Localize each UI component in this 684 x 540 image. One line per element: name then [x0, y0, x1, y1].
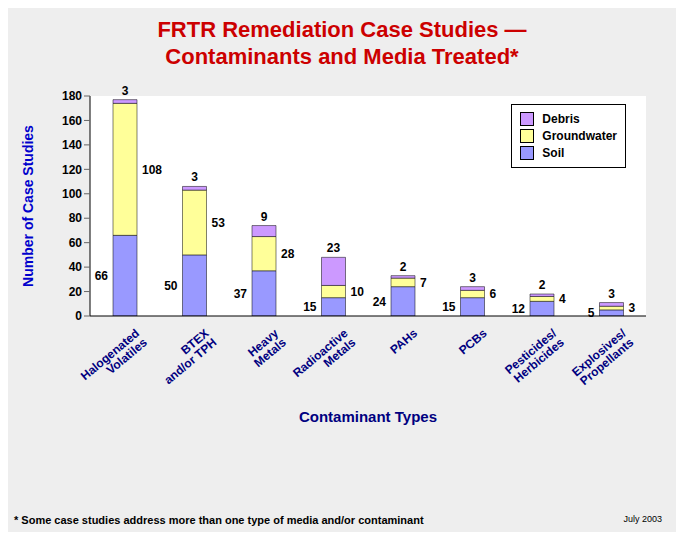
svg-text:12: 12 — [512, 302, 526, 316]
svg-text:15: 15 — [303, 300, 317, 314]
svg-text:2: 2 — [539, 278, 546, 292]
svg-text:37: 37 — [234, 287, 248, 301]
svg-text:Contaminant Types: Contaminant Types — [299, 408, 437, 425]
svg-text:BTEXand/or TPH: BTEXand/or TPH — [154, 326, 220, 387]
html-text:Groundwater: Groundwater — [542, 129, 617, 143]
svg-text:7: 7 — [420, 276, 427, 290]
svg-text:28: 28 — [281, 247, 295, 261]
svg-text:Pesticides/Herbicides: Pesticides/Herbicides — [502, 326, 567, 387]
svg-text:23: 23 — [327, 241, 341, 255]
svg-text:6: 6 — [490, 287, 497, 301]
svg-text:2: 2 — [400, 260, 407, 274]
svg-text:53: 53 — [212, 216, 226, 230]
html-text:Debris: Debris — [542, 112, 580, 126]
html-text:FRTR Remediation Case Studies: FRTR Remediation Case Studies — Contamin… — [157, 17, 527, 69]
svg-text:Number of Case Studies: Number of Case Studies — [20, 125, 36, 287]
svg-text:9: 9 — [261, 210, 268, 224]
svg-text:140: 140 — [62, 138, 82, 152]
svg-text:40: 40 — [69, 260, 83, 274]
svg-text:3: 3 — [122, 84, 129, 98]
svg-text:3: 3 — [608, 287, 615, 301]
svg-text:PAHs: PAHs — [387, 326, 420, 357]
svg-text:0: 0 — [75, 309, 82, 323]
svg-text:160: 160 — [62, 114, 82, 128]
html-text:July 2003: July 2003 — [623, 514, 662, 524]
svg-text:10: 10 — [351, 285, 365, 299]
svg-text:PCBs: PCBs — [456, 326, 490, 358]
svg-text:5: 5 — [588, 306, 595, 320]
html-text:* Some case studies address mo: * Some case studies address more than on… — [14, 514, 424, 526]
svg-text:108: 108 — [142, 163, 162, 177]
svg-text:24: 24 — [373, 295, 387, 309]
svg-text:4: 4 — [559, 292, 566, 306]
svg-text:15: 15 — [442, 300, 456, 314]
svg-text:3: 3 — [469, 271, 476, 285]
svg-text:HalogenatedVolatiles: HalogenatedVolatiles — [78, 326, 150, 392]
svg-text:3: 3 — [191, 170, 198, 184]
svg-text:100: 100 — [62, 187, 82, 201]
svg-text:RadioactiveMetals: RadioactiveMetals — [290, 326, 359, 389]
svg-text:3: 3 — [629, 301, 636, 315]
svg-text:50: 50 — [164, 279, 178, 293]
svg-text:Explosives/Propellants: Explosives/Propellants — [569, 326, 637, 389]
svg-text:80: 80 — [69, 211, 83, 225]
html-text:Soil: Soil — [542, 146, 565, 160]
svg-text:66: 66 — [95, 269, 109, 283]
svg-text:180: 180 — [62, 89, 82, 103]
svg-text:120: 120 — [62, 163, 82, 177]
svg-text:60: 60 — [69, 236, 83, 250]
svg-text:HeavyMetals: HeavyMetals — [244, 326, 290, 370]
svg-text:20: 20 — [69, 285, 83, 299]
